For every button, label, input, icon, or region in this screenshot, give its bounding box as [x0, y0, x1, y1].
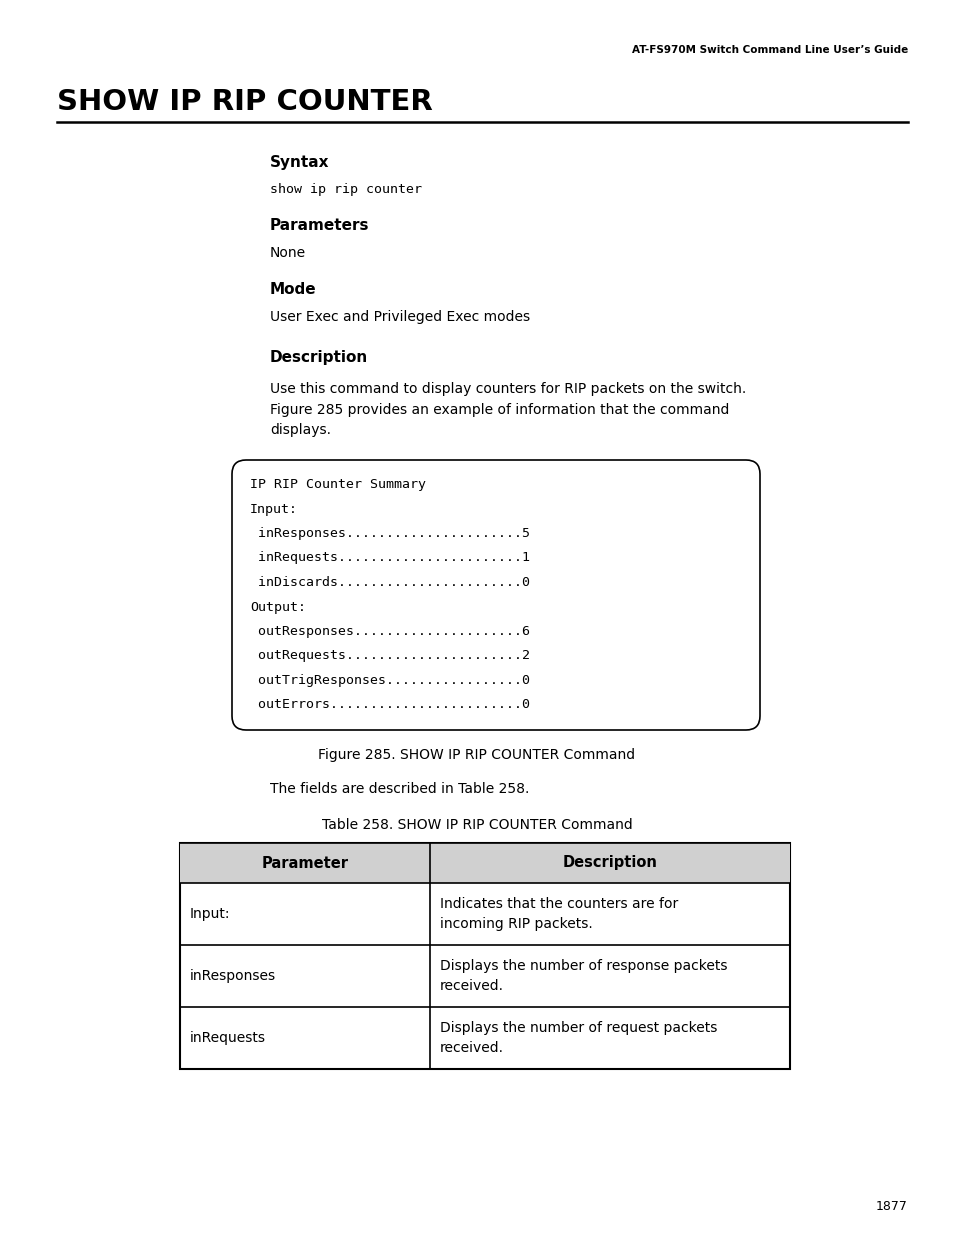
Text: Parameters: Parameters — [270, 219, 369, 233]
Text: Syntax: Syntax — [270, 156, 329, 170]
Text: 1877: 1877 — [875, 1200, 907, 1213]
Text: outResponses.....................6: outResponses.....................6 — [250, 625, 530, 638]
Text: Displays the number of response packets
received.: Displays the number of response packets … — [439, 960, 727, 993]
Text: Indicates that the counters are for
incoming RIP packets.: Indicates that the counters are for inco… — [439, 898, 678, 931]
Text: IP RIP Counter Summary: IP RIP Counter Summary — [250, 478, 426, 492]
Text: The fields are described in Table 258.: The fields are described in Table 258. — [270, 782, 529, 797]
Text: show ip rip counter: show ip rip counter — [270, 183, 421, 196]
Text: Mode: Mode — [270, 282, 316, 296]
Text: User Exec and Privileged Exec modes: User Exec and Privileged Exec modes — [270, 310, 530, 324]
Text: Use this command to display counters for RIP packets on the switch.
Figure 285 p: Use this command to display counters for… — [270, 382, 745, 437]
Text: None: None — [270, 246, 306, 261]
Text: inRequests.......................1: inRequests.......................1 — [250, 552, 530, 564]
Text: Input:: Input: — [250, 503, 297, 515]
Text: Table 258. SHOW IP RIP COUNTER Command: Table 258. SHOW IP RIP COUNTER Command — [321, 818, 632, 832]
FancyBboxPatch shape — [232, 459, 760, 730]
Text: Output:: Output: — [250, 600, 306, 614]
Bar — [180, 844, 789, 883]
Text: inResponses: inResponses — [190, 969, 275, 983]
Text: Figure 285. SHOW IP RIP COUNTER Command: Figure 285. SHOW IP RIP COUNTER Command — [318, 748, 635, 762]
Text: inResponses......................5: inResponses......................5 — [250, 527, 530, 540]
Text: inRequests: inRequests — [190, 1031, 266, 1045]
Text: Displays the number of request packets
received.: Displays the number of request packets r… — [439, 1021, 717, 1055]
Text: inDiscards.......................0: inDiscards.......................0 — [250, 576, 530, 589]
Text: outTrigResponses.................0: outTrigResponses.................0 — [250, 674, 530, 687]
Text: outErrors........................0: outErrors........................0 — [250, 699, 530, 711]
Text: outRequests......................2: outRequests......................2 — [250, 650, 530, 662]
Bar — [180, 844, 789, 1070]
Text: AT-FS970M Switch Command Line User’s Guide: AT-FS970M Switch Command Line User’s Gui… — [631, 44, 907, 56]
Text: Input:: Input: — [190, 906, 231, 921]
Text: Description: Description — [562, 856, 657, 871]
Text: Description: Description — [270, 350, 368, 366]
Text: Parameter: Parameter — [261, 856, 348, 871]
Text: SHOW IP RIP COUNTER: SHOW IP RIP COUNTER — [57, 88, 433, 116]
